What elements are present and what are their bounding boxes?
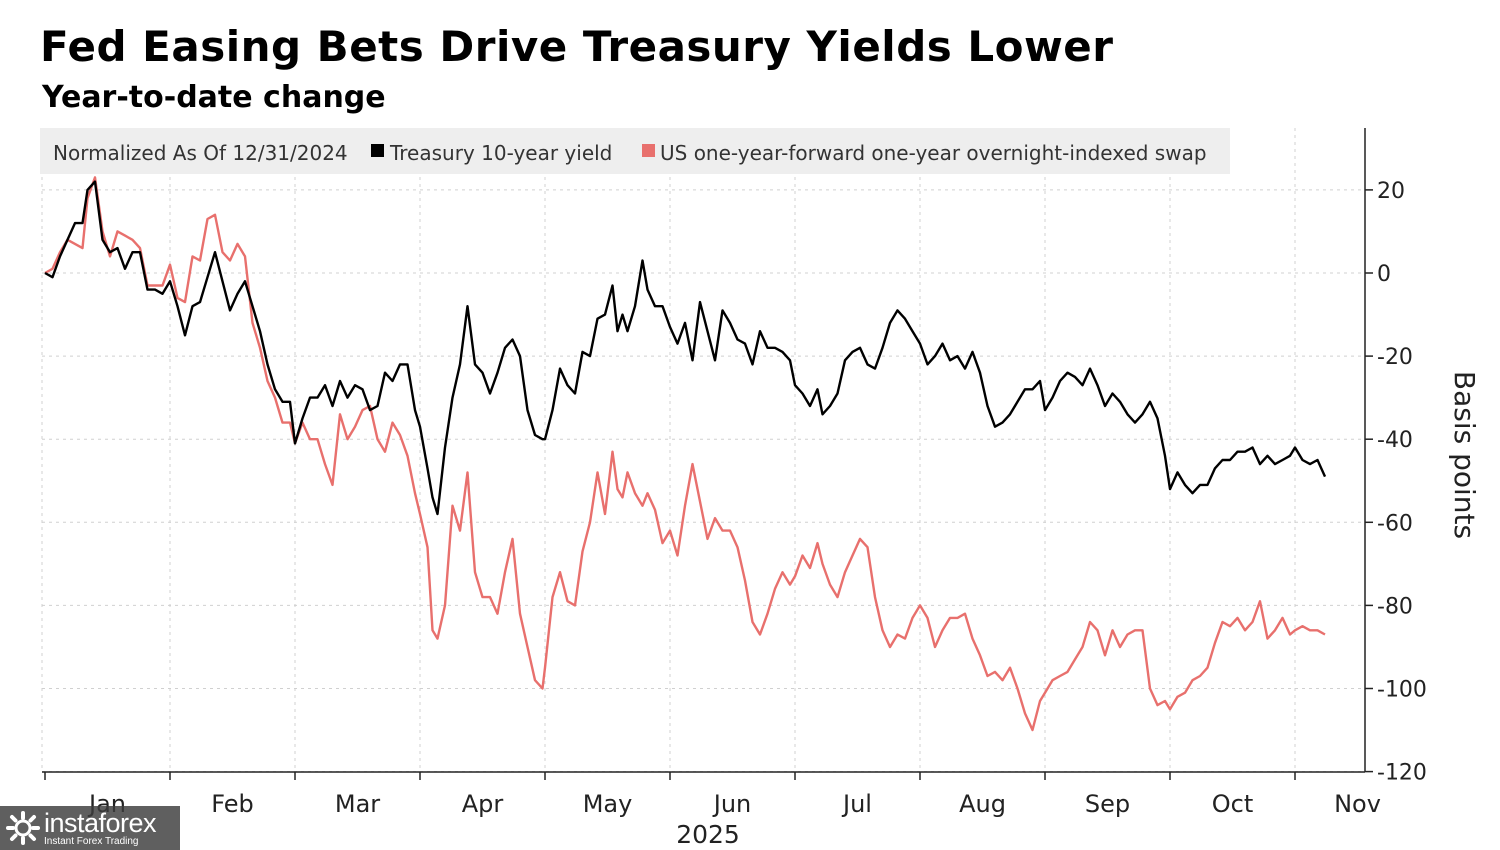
series-layer bbox=[44, 176, 1327, 732]
series-line-ois-swap bbox=[44, 176, 1326, 732]
x-tick-label: May bbox=[583, 790, 633, 818]
legend-label-ois: US one-year-forward one-year overnight-i… bbox=[660, 141, 1207, 165]
y-tick-label: 0 bbox=[1377, 262, 1391, 287]
x-tick-label: Oct bbox=[1212, 790, 1254, 818]
y-tick-label: -100 bbox=[1377, 678, 1427, 703]
x-tick-label: Nov bbox=[1334, 790, 1381, 818]
legend-label-treasury: Treasury 10-year yield bbox=[389, 141, 612, 165]
legend: Normalized As Of 12/31/2024 Treasury 10-… bbox=[40, 128, 1230, 174]
legend-background bbox=[40, 128, 1230, 174]
x-tick-label: Feb bbox=[211, 790, 254, 818]
watermark: instaforex Instant Forex Trading bbox=[0, 806, 180, 850]
y-tick-label: -60 bbox=[1377, 511, 1413, 536]
legend-swatch-treasury bbox=[371, 144, 384, 157]
x-tick-label: Sep bbox=[1085, 790, 1130, 818]
y-tick-label: -80 bbox=[1377, 594, 1413, 619]
chart-title: Fed Easing Bets Drive Treasury Yields Lo… bbox=[40, 22, 1114, 71]
gridlines bbox=[41, 128, 1365, 773]
watermark-tagline: Instant Forex Trading bbox=[44, 835, 139, 847]
y-tick-label: 20 bbox=[1377, 179, 1405, 204]
y-tick-label: -120 bbox=[1377, 761, 1427, 786]
y-tick-label: -20 bbox=[1377, 345, 1413, 370]
y-axis-label: Basis points bbox=[1448, 371, 1481, 539]
x-tick-label: Aug bbox=[959, 790, 1006, 818]
x-tick-label: Jul bbox=[841, 790, 872, 818]
instaforex-logo-icon bbox=[6, 811, 40, 845]
y-tick-label: -40 bbox=[1377, 428, 1413, 453]
chart-subtitle: Year-to-date change bbox=[42, 80, 386, 115]
x-tick-label: Mar bbox=[335, 790, 380, 818]
legend-note: Normalized As Of 12/31/2024 bbox=[53, 141, 348, 165]
series-line-treasury-10y bbox=[44, 180, 1327, 516]
x-tick-label: Jun bbox=[712, 790, 752, 818]
x-axis-year-label: 2025 bbox=[676, 820, 740, 849]
legend-swatch-ois bbox=[642, 144, 655, 157]
watermark-brand: instaforex bbox=[44, 807, 157, 838]
x-tick-label: Apr bbox=[462, 790, 504, 818]
